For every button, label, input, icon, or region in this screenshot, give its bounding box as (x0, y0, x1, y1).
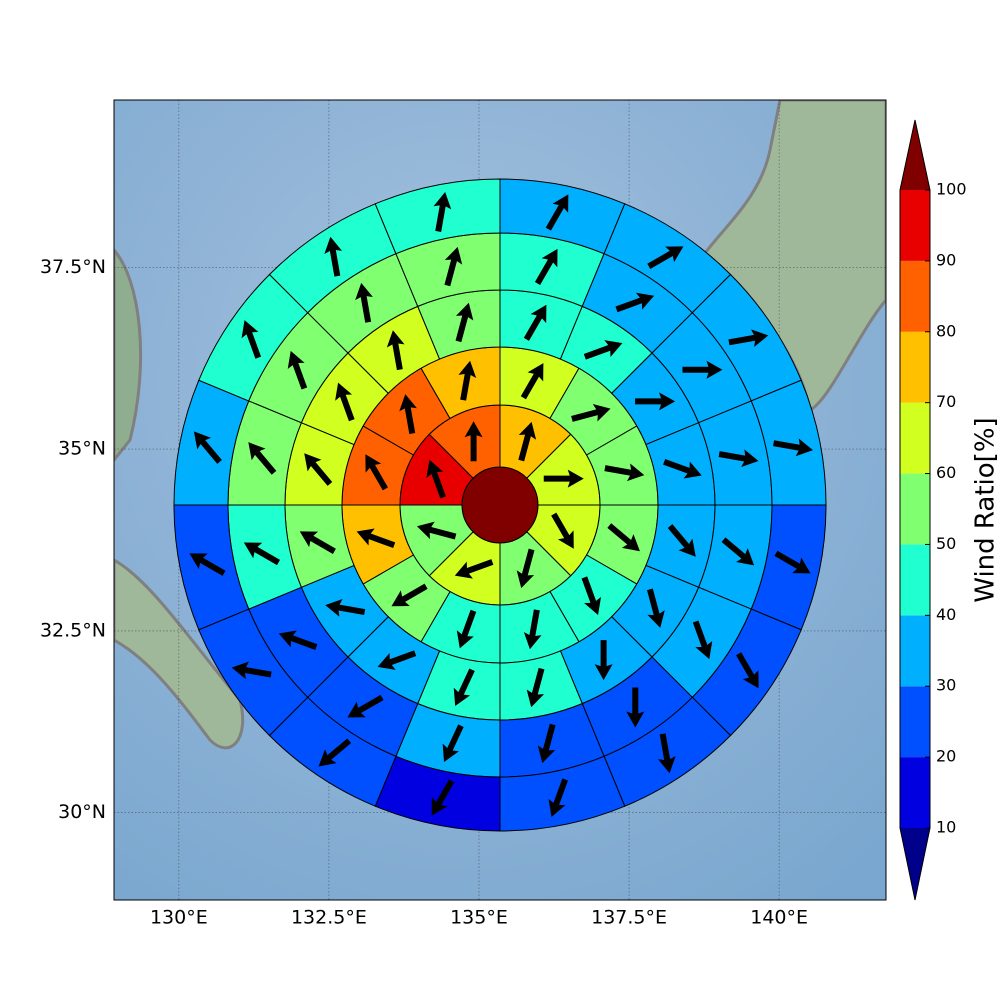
colorbar-bin (900, 403, 930, 474)
colorbar-tick-label: 100 (936, 180, 967, 199)
sectors (174, 179, 826, 831)
y-tick-label: 32.5°N (40, 619, 106, 641)
colorbar-tick-label: 50 (936, 534, 956, 553)
colorbar-tick-label: 90 (936, 250, 956, 269)
colorbar-under (900, 828, 930, 900)
colorbar-tick-label: 10 (936, 818, 956, 837)
x-tick-label: 140°E (750, 907, 808, 929)
y-tick-label: 30°N (58, 801, 106, 823)
colorbar-bin (900, 757, 930, 828)
colorbar-tick-label: 40 (936, 605, 956, 624)
colorbar-tick-label: 30 (936, 676, 956, 695)
colorbar-bin (900, 190, 930, 261)
colorbar-tick-label: 70 (936, 392, 956, 411)
colorbar-tick-label: 80 (936, 321, 956, 340)
y-tick-label: 35°N (58, 438, 106, 460)
x-tick-label: 132.5°E (291, 907, 367, 929)
x-tick-label: 135°E (450, 907, 508, 929)
colorbar-bin (900, 615, 930, 686)
colorbar-bin (900, 332, 930, 403)
colorbar-bin (900, 686, 930, 757)
colorbar: 10 20 30 40 50 60 70 80 90 100 (900, 120, 967, 900)
colorbar-bin (900, 261, 930, 332)
x-tick-label: 130°E (150, 907, 208, 929)
y-tick-label: 37.5°N (40, 256, 106, 278)
colorbar-bin (900, 474, 930, 545)
colorbar-label: Wind Ratio[%] (971, 417, 1000, 602)
colorbar-bin (900, 544, 930, 615)
colorbar-tick-label: 60 (936, 463, 956, 482)
x-tick-label: 137.5°E (591, 907, 667, 929)
colorbar-tick-label: 20 (936, 747, 956, 766)
colorbar-over (900, 120, 930, 190)
